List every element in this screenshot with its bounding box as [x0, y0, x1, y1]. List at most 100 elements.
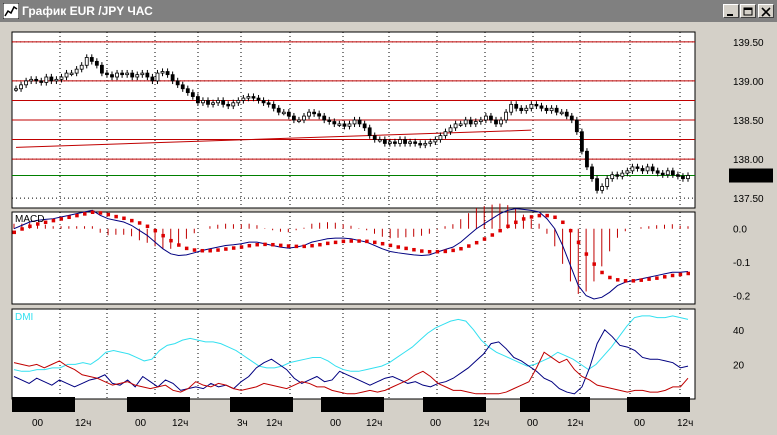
macd-signal-point	[28, 224, 32, 229]
candle-body	[105, 72, 109, 76]
macd-signal-point	[137, 221, 142, 225]
date-label: 9.7.2014	[428, 400, 467, 411]
candle-body	[377, 139, 382, 142]
macd-signal-point	[192, 248, 197, 252]
candle-body	[54, 78, 59, 82]
macd-signal-point	[435, 249, 440, 254]
time-label: 3ч	[237, 418, 248, 429]
macd-signal-point	[412, 247, 416, 252]
candle-body	[34, 78, 39, 82]
candle-body	[317, 113, 322, 117]
candle-body	[49, 76, 54, 82]
candle-body	[165, 71, 170, 76]
candle-body	[443, 131, 448, 137]
candle-body	[140, 72, 145, 76]
candle-body	[625, 170, 630, 174]
candle-body	[145, 72, 150, 78]
time-label: 12ч	[75, 418, 91, 429]
macd-signal-point	[608, 275, 612, 280]
macd-signal-point	[506, 224, 510, 229]
price-tick-label: 138.50	[733, 116, 764, 127]
time-label: 12ч	[567, 418, 583, 429]
macd-signal-point	[271, 242, 275, 247]
candle-body	[438, 135, 443, 140]
macd-signal-point	[396, 245, 401, 249]
candle-body	[216, 100, 221, 104]
price-tick-label: 139.50	[733, 38, 764, 49]
candle-body	[660, 172, 665, 176]
dmi-tick-label: 20	[733, 360, 745, 371]
close-button[interactable]	[758, 4, 774, 18]
date-label: 4.7.2014	[132, 400, 171, 411]
macd-signal-point	[263, 242, 267, 247]
macd-signal-point	[373, 240, 377, 245]
candle-body	[357, 119, 362, 125]
candle-body	[468, 119, 473, 125]
macd-signal-point	[639, 278, 643, 282]
macd-signal-point	[130, 218, 134, 223]
candle-body	[226, 103, 231, 107]
time-label: 00	[527, 418, 539, 429]
candle-body	[150, 76, 155, 82]
candle-body	[534, 103, 539, 107]
candle-body	[569, 115, 574, 121]
candle-body	[110, 74, 114, 78]
macd-tick-label: 0.0	[733, 225, 747, 236]
candle-body	[640, 168, 645, 172]
macd-signal-point	[553, 215, 557, 220]
date-label: 11.7.2014	[632, 400, 676, 411]
dmi-tick-label: 40	[733, 326, 745, 337]
window-title: График EUR /JPY ЧАС	[22, 4, 153, 18]
candle-body	[372, 135, 377, 140]
candle-body	[681, 175, 685, 180]
candle-body	[387, 141, 392, 144]
candle-body	[19, 84, 23, 90]
candle-body	[64, 72, 69, 78]
date-label-bg	[627, 397, 690, 412]
macd-signal-point	[294, 244, 299, 249]
date-label: 8.7.2014	[326, 400, 365, 411]
macd-signal-point	[482, 237, 487, 241]
macd-signal-point	[98, 211, 103, 215]
macd-signal-point	[75, 213, 79, 218]
macd-tick-label: -0.1	[733, 258, 751, 269]
candle-body	[271, 103, 276, 109]
maximize-button[interactable]	[740, 4, 756, 18]
macd-signal-point	[255, 242, 259, 247]
macd-signal-point	[67, 215, 71, 220]
candle-body	[160, 71, 165, 74]
candle-body	[433, 139, 438, 143]
current-price-label: 137.79	[733, 172, 764, 183]
macd-signal-point	[474, 240, 479, 245]
close-icon	[761, 7, 771, 17]
candle-body	[393, 141, 397, 144]
chart-area[interactable]: 139.50 139.00 138.50 138.00 137.50 137.79 MACD…	[0, 22, 777, 435]
minimize-button[interactable]	[723, 4, 739, 18]
macd-signal-point	[286, 244, 291, 248]
macd-signal-point	[333, 240, 338, 245]
candle-body	[332, 121, 337, 125]
macd-title: MACD	[15, 214, 44, 225]
candle-body	[655, 170, 660, 174]
date-label-bg	[12, 397, 75, 412]
macd-signal-point	[545, 213, 549, 218]
macd-signal-point	[325, 241, 330, 246]
macd-panel	[11, 211, 696, 305]
candle-body	[29, 78, 34, 82]
candle-body	[175, 80, 180, 86]
candle-body	[135, 74, 140, 78]
macd-signal-point	[357, 239, 361, 243]
candle-body	[675, 174, 680, 177]
candle-body	[529, 103, 534, 109]
macd-signal-point	[678, 272, 683, 277]
candle-body	[579, 131, 584, 152]
candle-body	[256, 97, 261, 101]
candle-body	[403, 139, 407, 144]
macd-signal-point	[584, 252, 589, 256]
date-label-bg	[127, 397, 190, 412]
dmi-plus-line	[13, 328, 689, 395]
macd-signal-point	[278, 243, 283, 248]
title-bar[interactable]: График EUR /JPY ЧАС	[0, 0, 777, 22]
candle-body	[211, 102, 215, 105]
candle-body	[463, 119, 468, 125]
